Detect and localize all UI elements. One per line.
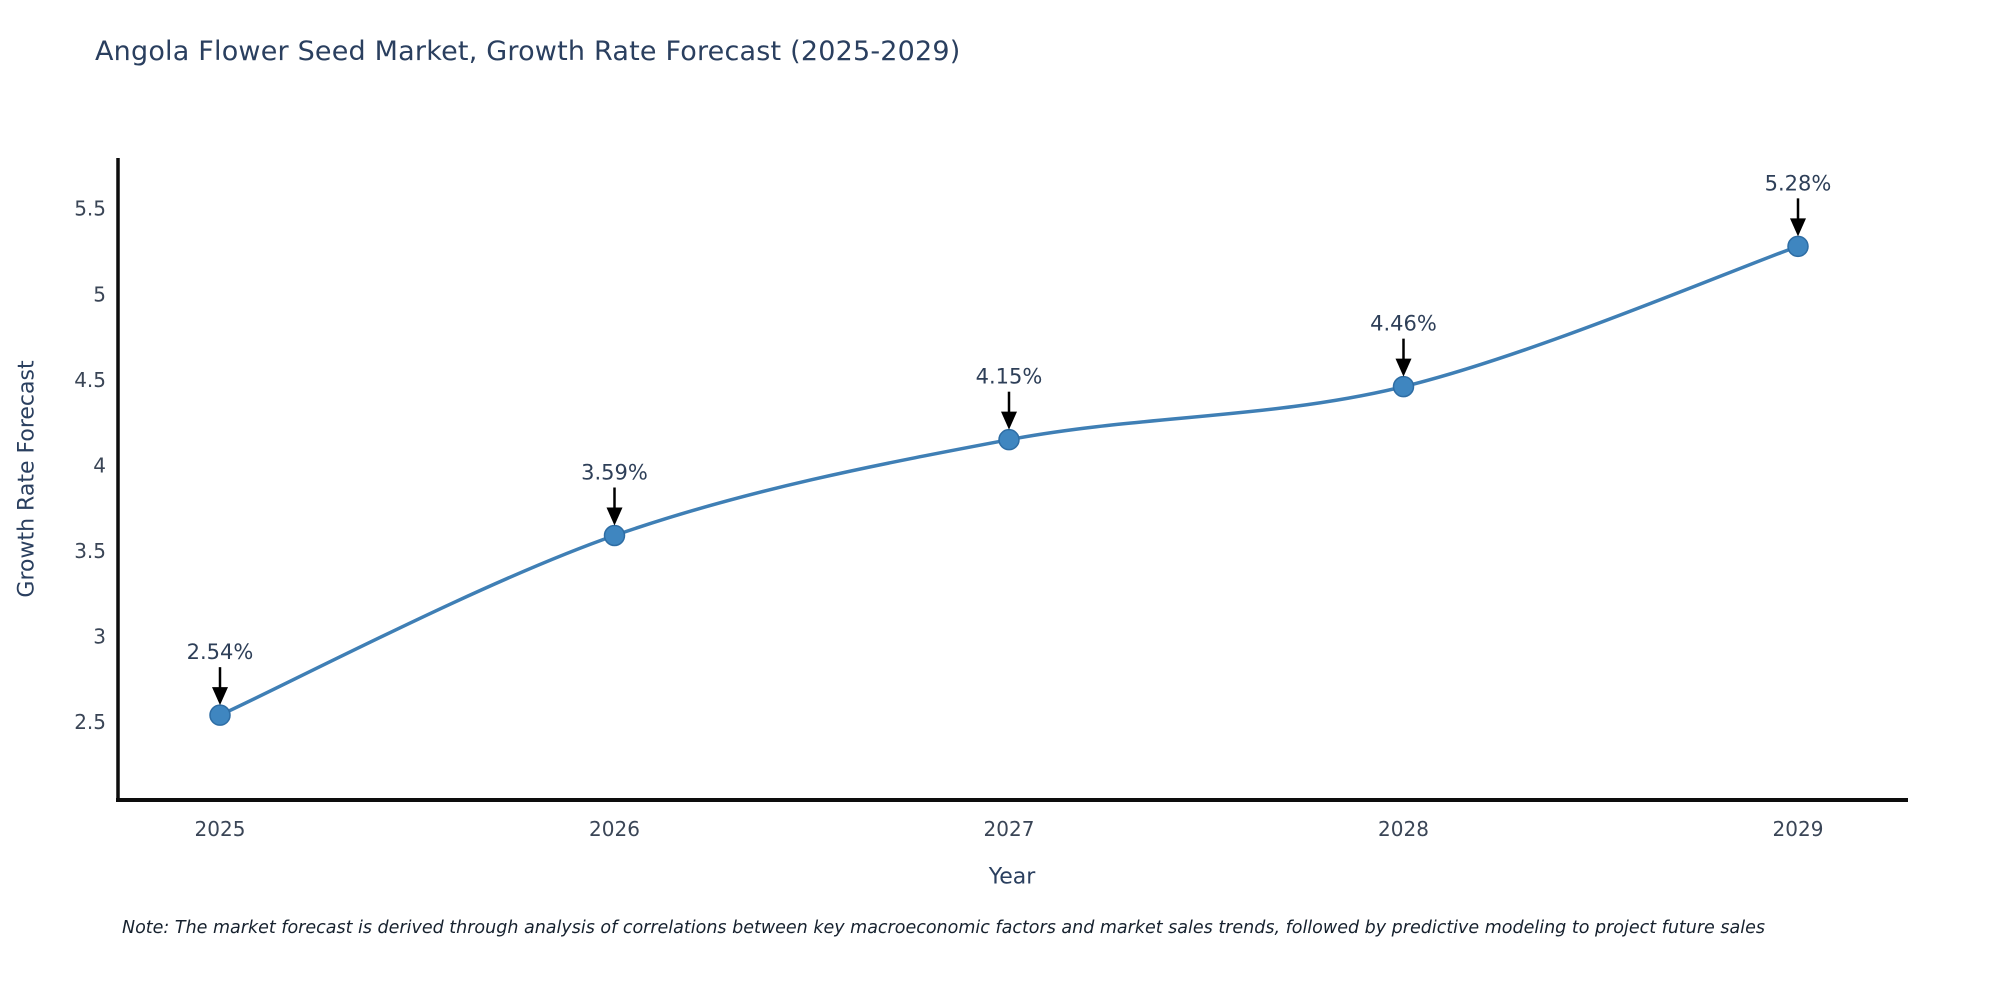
x-tick-label: 2028: [1378, 817, 1429, 841]
data-point-label: 4.15%: [976, 365, 1043, 389]
y-tick-label: 2.5: [74, 710, 106, 734]
data-point-label: 2.54%: [187, 640, 254, 664]
x-tick-label: 2026: [589, 817, 640, 841]
data-point-label: 5.28%: [1765, 171, 1832, 195]
chart-title: Angola Flower Seed Market, Growth Rate F…: [95, 36, 961, 67]
x-axis-title: Year: [988, 864, 1036, 890]
x-tick-label: 2029: [1773, 817, 1824, 841]
annotation-arrowhead: [1001, 411, 1017, 430]
data-point-marker[interactable]: [1787, 235, 1809, 258]
data-point-label: 3.59%: [581, 461, 648, 485]
trend-line: [218, 244, 1800, 717]
annotation-arrowhead: [1790, 218, 1806, 237]
data-point-marker[interactable]: [603, 524, 626, 547]
y-tick-label: 4: [93, 453, 106, 477]
y-axis-title: Growth Rate Forecast: [14, 360, 40, 598]
y-tick-label: 4.5: [74, 368, 106, 392]
data-point-marker[interactable]: [209, 704, 231, 726]
x-tick-label: 2025: [195, 817, 246, 841]
data-point-label: 4.46%: [1370, 312, 1437, 336]
y-tick-label: 3.5: [74, 539, 106, 563]
annotation-arrowhead: [212, 687, 228, 706]
data-point-marker[interactable]: [1392, 375, 1415, 398]
x-tick-label: 2027: [984, 817, 1035, 841]
y-tick-label: 3: [93, 624, 106, 648]
data-point-marker[interactable]: [998, 428, 1020, 451]
y-tick-label: 5: [93, 282, 106, 306]
annotation-arrowhead: [1395, 358, 1412, 377]
footnote: Note: The market forecast is derived thr…: [122, 918, 1765, 938]
annotation-arrowhead: [606, 507, 623, 526]
y-tick-label: 5.5: [74, 197, 106, 221]
